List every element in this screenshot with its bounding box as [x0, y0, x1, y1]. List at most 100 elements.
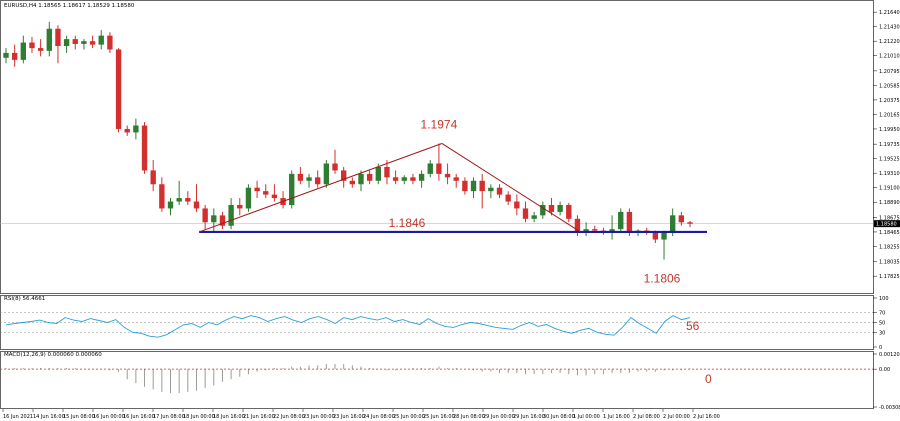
low-price-label: 1.1806 [644, 272, 681, 286]
candle-body [557, 204, 563, 212]
time-tick-label: 30 Jun 08:00 [543, 414, 575, 420]
candle-body [306, 177, 312, 181]
macd-histogram: 0.001201 0.00 -0.003088 [0, 352, 900, 411]
candle-body [332, 163, 338, 171]
candle-body [462, 180, 468, 192]
candle-body [115, 49, 122, 129]
candle-body [453, 177, 459, 181]
candle-body [418, 173, 425, 181]
time-tick-label: 1 Jul 16:00 [603, 414, 630, 420]
time-tick-label: 1 Jul 00:00 [573, 414, 600, 420]
time-tick-label: 23 Jun 16:00 [333, 414, 365, 420]
drawings [198, 143, 707, 234]
price-tick-label: 1.20375 [879, 98, 900, 104]
macd-tick-label: 0.00 [879, 367, 890, 373]
price-tick-label: 1.21220 [879, 39, 900, 45]
price-tick-label: 1.21010 [879, 54, 900, 60]
rsi-panel-title: RSI(8) 56.4661 [4, 296, 45, 302]
time-tick-label: 16 Jun 00:00 [93, 414, 125, 420]
candle-body [392, 177, 399, 181]
candle-body [150, 170, 156, 185]
macd-value-label: 0 [705, 372, 712, 386]
time-tick-label: 16 Jun 2021 [3, 414, 33, 420]
time-tick-label: 18 Jun 00:00 [183, 414, 215, 420]
price-tick-label: 1.18035 [879, 260, 900, 266]
uptrend-line [198, 143, 443, 233]
candle-body [211, 215, 217, 223]
candle-body [514, 201, 520, 209]
candle-body [427, 163, 433, 174]
candle-body [237, 204, 243, 209]
price-panel-frame [0, 0, 874, 294]
price-tick-label: 1.19735 [879, 142, 900, 148]
price-panel-title: EURUSD,H4 1.18565 1.18617 1.18529 1.1858… [4, 3, 135, 9]
time-tick-label: 15 Jun 08:00 [63, 414, 95, 420]
candle-body [609, 229, 615, 232]
time-tick-label: 22 Jun 08:00 [273, 414, 305, 420]
peak-price-label: 1.1974 [421, 117, 458, 131]
candle-body [678, 215, 685, 223]
rsi-tick-label: 0 [879, 345, 882, 351]
time-tick-label: 2 Jul 16:00 [693, 414, 720, 420]
candle-body [479, 180, 485, 192]
candle-body [522, 208, 529, 219]
candle-body [81, 41, 87, 44]
time-tick-label: 29 Jun 16:00 [513, 414, 545, 420]
candle-body [626, 211, 633, 233]
time-tick-label: 2 Jul 08:00 [633, 414, 660, 420]
macd-panel-frame [0, 351, 874, 409]
price-tick-label: 1.19525 [879, 157, 900, 163]
time-tick-label: 2 Jul 00:00 [663, 414, 690, 420]
candle-body [107, 35, 113, 50]
candle-body [618, 211, 624, 230]
current-price-tag [874, 220, 900, 228]
candle-body [540, 204, 546, 216]
rsi-value-label: 56 [686, 319, 700, 333]
candle-body [55, 28, 61, 47]
candle-body [263, 191, 269, 195]
macd-tick-label: 0.001201 [879, 352, 900, 358]
candle-body [193, 201, 200, 209]
candle-body [592, 229, 598, 231]
time-tick-label: 25 Jun 16:00 [423, 414, 455, 420]
price-tick-label: 1.18255 [879, 244, 900, 250]
candle-body [687, 222, 693, 224]
price-tick-label: 1.19310 [879, 171, 900, 177]
candle-body [505, 194, 511, 202]
candle-body [219, 215, 226, 226]
candle-body [349, 180, 356, 185]
macd-panel-title: MACD(12,26,9) 0.000060 0.000060 [4, 352, 102, 358]
time-tick-label: 23 Jun 00:00 [303, 414, 335, 420]
time-tick-label: 14 Jun 16:00 [33, 414, 65, 420]
candle-body [574, 218, 581, 233]
rsi-tick-label: 100 [879, 296, 889, 302]
candle-body [436, 163, 442, 174]
candle-body [340, 170, 347, 181]
candle-body [133, 125, 139, 133]
rsi-tick-label: 70 [879, 311, 885, 317]
price-tick-label: 1.20585 [879, 83, 900, 89]
candle-body [384, 166, 390, 178]
macd-tick-label: -0.003088 [879, 405, 900, 411]
candle-body [202, 208, 208, 223]
time-tick-label: 21 Jun 16:00 [243, 414, 275, 420]
downtrend-line [441, 143, 581, 233]
price-tick-label: 1.21430 [879, 25, 900, 31]
price-tick-label: 1.19950 [879, 127, 900, 133]
candle-body [185, 198, 191, 202]
candle-body [566, 204, 572, 219]
time-tick-label: 28 Jun 08:00 [453, 414, 485, 420]
candle-body [548, 204, 555, 212]
price-tick-label: 1.17825 [879, 274, 900, 280]
candle-body [271, 194, 278, 199]
rsi-tick-label: 30 [879, 330, 885, 336]
candle-body [669, 215, 676, 233]
candle-body [488, 187, 494, 192]
time-tick-label: 17 Jun 08:00 [153, 414, 185, 420]
candle-body [444, 173, 451, 178]
price-tick-label: 1.18675 [879, 215, 900, 221]
price-tick-label: 1.18465 [879, 230, 900, 236]
